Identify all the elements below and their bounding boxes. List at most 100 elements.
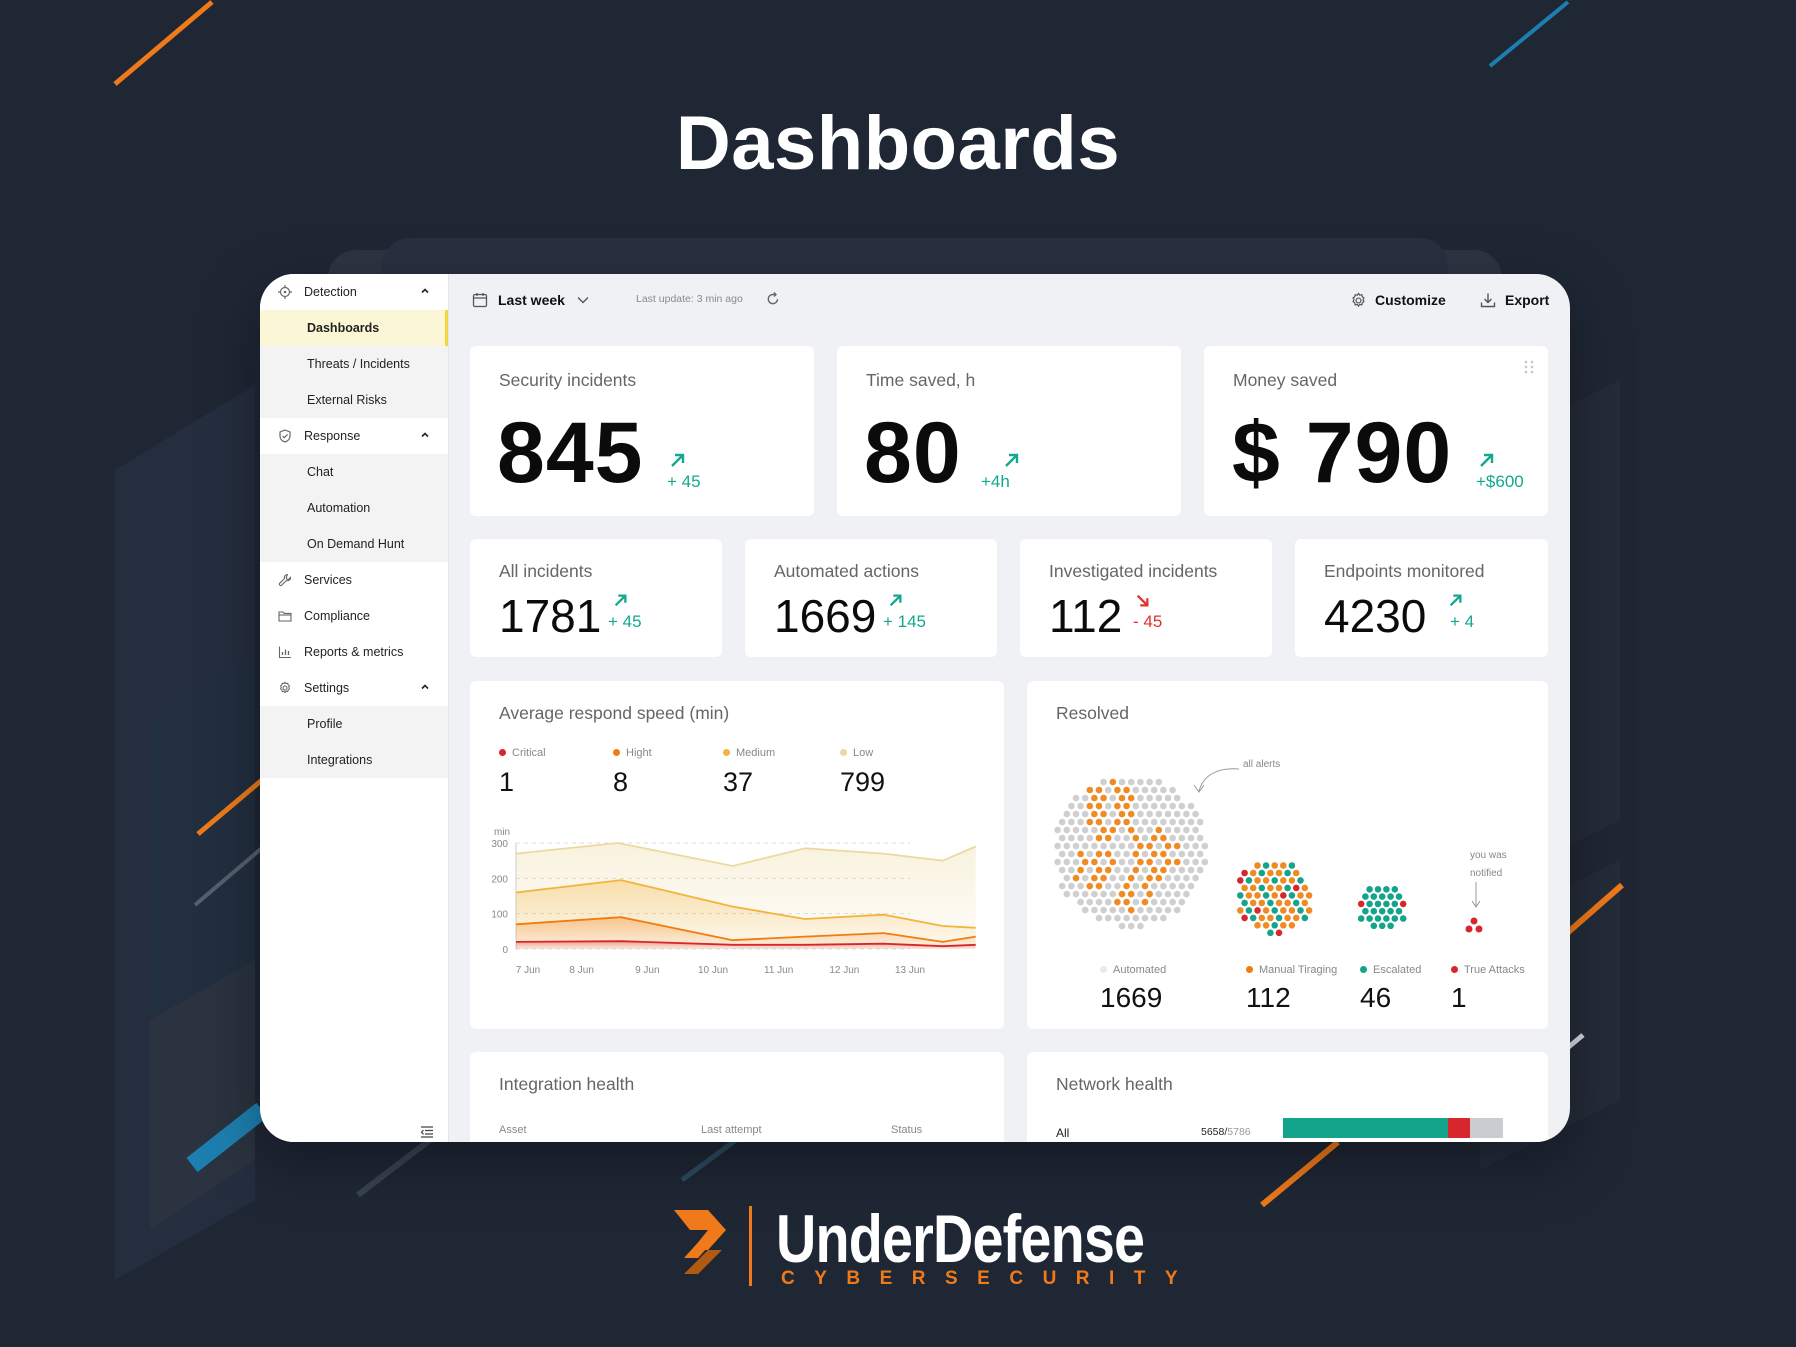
dot-escalated: [1366, 886, 1373, 893]
kpi-title: Time saved, h: [866, 370, 976, 390]
dot-all-alerts: [1146, 778, 1153, 786]
resolved-card[interactable]: Resolved all alerts you was notified Aut…: [1027, 681, 1548, 1029]
respond-speed-chart[interactable]: min 7 Jun 8 Jun 9 Jun 10 Jun 11 Jun 12 Jun 13 …: [470, 821, 1004, 1021]
dot-all-alerts: [1164, 874, 1172, 882]
dot-manual-tiraging: [1249, 869, 1257, 877]
dot-manual-tiraging: [1280, 922, 1287, 929]
card-title: Integration health: [499, 1074, 635, 1094]
dot-all-alerts: [1118, 778, 1126, 786]
dot-escalated: [1391, 915, 1399, 922]
sidebar-item-profile[interactable]: Profile: [260, 706, 448, 742]
sidebar-item-label: Threats / Incidents: [307, 357, 410, 371]
drag-handle-icon[interactable]: [1524, 360, 1534, 374]
dot-all-alerts: [1072, 858, 1080, 866]
kpi-card-money-saved[interactable]: Money saved $ 790 +$600: [1204, 346, 1548, 516]
dot-escalated: [1395, 907, 1403, 915]
dot-manual-tiraging: [1275, 899, 1283, 907]
series-line-medium[interactable]: [515, 879, 976, 929]
kpi-delta: +4h: [981, 472, 1010, 491]
dot-all-alerts: [1114, 866, 1121, 874]
column-header-last-attempt[interactable]: Last attempt: [701, 1124, 762, 1136]
integration-health-card[interactable]: Integration health Asset Last attempt St…: [470, 1052, 1004, 1142]
network-bar-unknown: [1470, 1118, 1503, 1138]
dot-manual-tiraging: [1237, 907, 1244, 914]
export-button[interactable]: Export: [1480, 288, 1549, 312]
dot-manual-tiraging: [1275, 914, 1283, 922]
sidebar-item-label: Integrations: [307, 753, 373, 767]
dot-manual-tiraging: [1267, 869, 1274, 877]
network-health-bar[interactable]: [1283, 1118, 1503, 1138]
dot-all-alerts: [1118, 890, 1126, 898]
dot-all-alerts: [1127, 906, 1135, 914]
sidebar-item-threats-incidents[interactable]: Threats / Incidents: [260, 346, 448, 382]
dot-all-alerts: [1109, 890, 1117, 898]
sidebar-item-integrations[interactable]: Integrations: [260, 742, 448, 778]
dot-all-alerts: [1137, 922, 1144, 930]
column-header-status[interactable]: Status: [891, 1124, 923, 1136]
dot-all-alerts: [1068, 802, 1075, 810]
sidebar-item-chat[interactable]: Chat: [260, 454, 448, 490]
dot-all-alerts: [1127, 858, 1135, 866]
card-title: Network health: [1056, 1074, 1173, 1094]
sidebar-item-label: Automation: [307, 501, 371, 515]
dot-all-alerts: [1058, 818, 1066, 826]
dot-manual-tiraging: [1305, 892, 1313, 899]
sidebar-item-dashboards[interactable]: Dashboards: [260, 310, 448, 346]
legend-dot: [1451, 966, 1458, 973]
chevron-down-icon: [577, 297, 589, 304]
dot-all-alerts: [1072, 826, 1080, 834]
kpi-title: Endpoints monitored: [1324, 561, 1485, 581]
kpi-delta: +$600: [1476, 472, 1524, 491]
dot-all-alerts: [1150, 866, 1158, 874]
sidebar-item-compliance[interactable]: Compliance: [260, 598, 448, 634]
kpi-card-security-incidents[interactable]: Security incidents 845 + 45: [470, 346, 814, 516]
dot-all-alerts: [1173, 826, 1181, 834]
y-axis-label: min: [494, 827, 510, 838]
dot-manual-tiraging: [1301, 884, 1309, 892]
legend-dot: [499, 749, 506, 756]
trend-up-icon: [671, 453, 685, 467]
dot-all-alerts: [1091, 906, 1098, 914]
dot-all-alerts: [1137, 778, 1144, 786]
kpi-delta: + 145: [883, 612, 927, 631]
kpi-card-automated-actions[interactable]: Automated actions 1669 + 145: [745, 539, 997, 657]
resolved-automated: Automated 1669: [1100, 964, 1166, 1014]
dot-all-alerts: [1114, 834, 1121, 842]
dot-all-alerts: [1081, 858, 1089, 866]
kpi-card-investigated-incidents[interactable]: Investigated incidents 112 - 45: [1020, 539, 1272, 657]
sidebar-item-external-risks[interactable]: External Risks: [260, 382, 448, 418]
kpi-card-time-saved[interactable]: Time saved, h 80 +4h: [837, 346, 1181, 516]
customize-label: Customize: [1375, 292, 1446, 308]
dot-all-alerts: [1155, 890, 1163, 898]
dot-all-alerts: [1086, 786, 1094, 794]
legend-dot: [1100, 966, 1107, 973]
dot-all-alerts: [1160, 898, 1167, 906]
series-line-critical[interactable]: [515, 940, 976, 948]
dot-all-alerts: [1192, 842, 1199, 850]
column-header-asset[interactable]: Asset: [499, 1124, 527, 1136]
customize-button[interactable]: Customize: [1350, 288, 1446, 312]
dot-all-alerts: [1201, 858, 1209, 866]
sidebar-item-settings[interactable]: Settings: [260, 670, 448, 706]
kpi-value: 4230: [1324, 590, 1427, 642]
dot-all-alerts: [1150, 898, 1158, 906]
sidebar-item-reports-metrics[interactable]: Reports & metrics: [260, 634, 448, 670]
sidebar-item-response[interactable]: Response: [260, 418, 448, 454]
kpi-card-endpoints-monitored[interactable]: Endpoints monitored 4230 + 4: [1295, 539, 1548, 657]
sidebar-item-automation[interactable]: Automation: [260, 490, 448, 526]
sidebar-item-detection[interactable]: Detection: [260, 274, 448, 310]
dot-manual-tiraging: [1262, 892, 1270, 899]
dot-all-alerts: [1081, 794, 1089, 802]
dot-all-alerts: [1150, 914, 1158, 922]
dot-all-alerts: [1114, 786, 1121, 794]
refresh-icon[interactable]: [766, 291, 780, 306]
sidebar-item-on-demand-hunt[interactable]: On Demand Hunt: [260, 526, 448, 562]
kpi-card-all-incidents[interactable]: All incidents 1781 + 45: [470, 539, 722, 657]
respond-speed-card[interactable]: Average respond speed (min) Critical 1 H…: [470, 681, 1004, 1029]
collapse-sidebar-icon[interactable]: [420, 1126, 434, 1138]
period-select[interactable]: Last week: [472, 288, 589, 312]
series-line-low[interactable]: [515, 842, 977, 867]
sidebar-item-services[interactable]: Services: [260, 562, 448, 598]
series-line-hight[interactable]: [515, 916, 976, 943]
network-health-card[interactable]: Network health All 5658/5786: [1027, 1052, 1548, 1142]
